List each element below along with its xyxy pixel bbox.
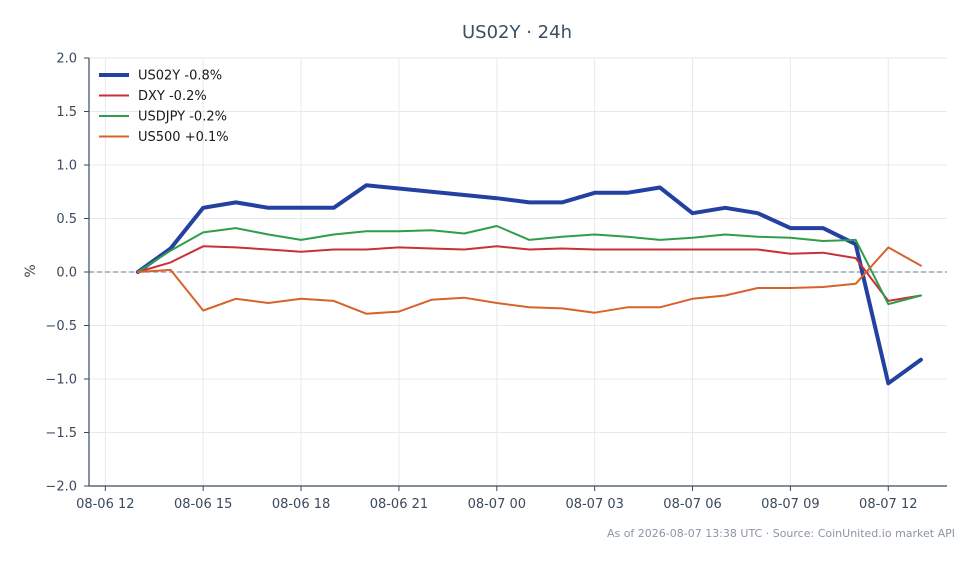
y-tick-label: 1.5: [56, 105, 77, 120]
series-layer: [135, 183, 923, 386]
y-tick-label: 0.0: [56, 266, 77, 281]
legend-label-us500: US500 +0.1%: [138, 130, 229, 145]
legend: US02Y -0.8% DXY -0.2% USDJPY -0.2% US500 +0…: [99, 69, 229, 145]
x-tick-label: 08-06 21: [370, 497, 428, 512]
legend-label-us02y: US02Y -0.8%: [138, 69, 222, 84]
y-tick-label: 1.0: [56, 159, 77, 174]
series-line-usdjpy: [136, 225, 922, 306]
y-tick-label: 0.5: [56, 212, 77, 227]
x-tick-label: 08-06 12: [76, 497, 134, 512]
x-tick-label: 08-06 18: [272, 497, 330, 512]
x-tick-label: 08-07 03: [565, 497, 623, 512]
x-tick-label: 08-06 15: [174, 497, 232, 512]
y-axis-label: %: [23, 264, 39, 277]
legend-label-usdjpy: USDJPY -0.2%: [138, 110, 227, 125]
y-tick-label: −1.0: [45, 373, 77, 388]
y-tick-label: −0.5: [45, 319, 77, 334]
x-tick-label: 08-07 06: [663, 497, 721, 512]
x-tick-label: 08-07 00: [468, 497, 526, 512]
series-line-us500: [136, 246, 922, 315]
y-tick-label: −1.5: [45, 426, 77, 441]
x-tick-label: 08-07 09: [761, 497, 819, 512]
tick-labels: 2.0 1.5 1.0 0.5 0.0 −0.5 −1.0 −1.5 −2.0 08-06 12 0…: [45, 52, 917, 513]
x-tick-label: 08-07 12: [859, 497, 917, 512]
series-line-us02y: [135, 183, 923, 386]
chart-title: US02Y · 24h: [462, 22, 572, 43]
y-tick-label: 2.0: [56, 52, 77, 67]
legend-label-dxy: DXY -0.2%: [138, 89, 207, 104]
series-line-dxy: [136, 245, 922, 302]
axes: [84, 57, 947, 491]
source-footer: As of 2026-08-07 13:38 UTC · Source: Coi…: [607, 527, 955, 540]
y-tick-label: −2.0: [45, 480, 77, 495]
